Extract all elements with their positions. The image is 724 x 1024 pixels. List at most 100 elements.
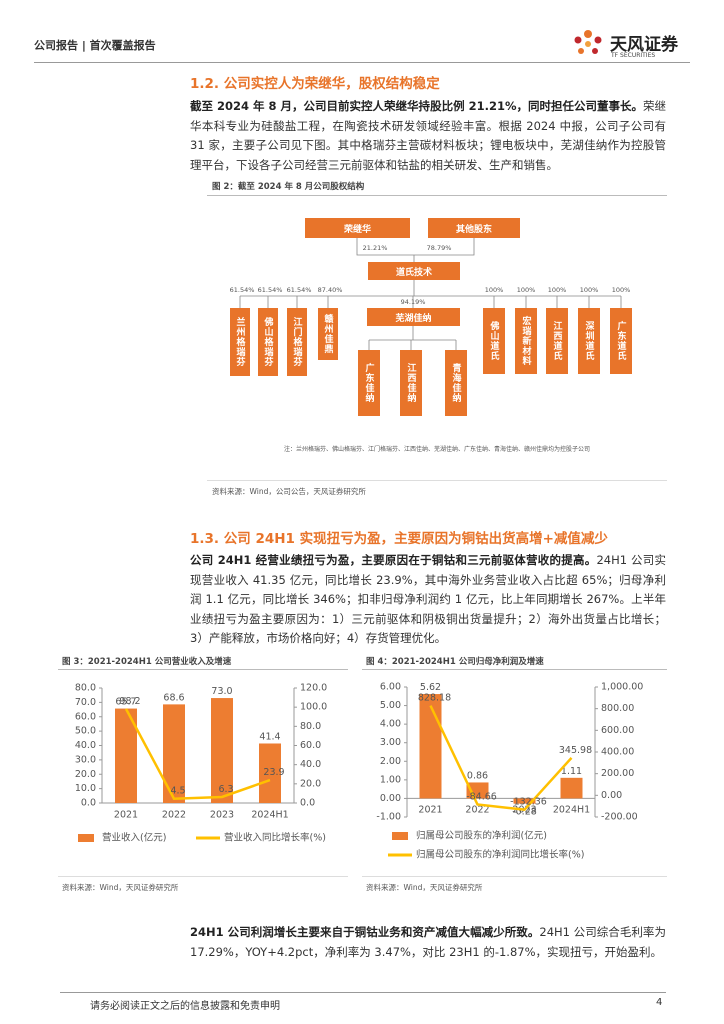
tick-label: 3.00	[380, 737, 401, 748]
shareholder-box: 其他股东	[428, 218, 520, 238]
bar	[115, 708, 137, 803]
bar-value-label: 41.4	[259, 731, 280, 742]
tick-label: 40.0	[75, 740, 96, 751]
footer-rule	[60, 992, 666, 993]
subsidiary-box: 深圳道氏	[578, 308, 600, 374]
tick-label: 80.0	[300, 721, 321, 732]
section-heading: 1.2. 公司实控人为荣继华，股权结构稳定	[190, 76, 440, 92]
tick-label: 100.0	[300, 702, 327, 713]
paragraph-text: 荣继华本科专业为硅酸盐工程，在陶瓷技术研发领域经验丰富。根据 2024 中报，公…	[190, 99, 667, 172]
section-heading: 1.3. 公司 24H1 实现扭亏为盈，主要原因为铜钴出货高增+减值减少	[190, 531, 608, 547]
source-rule	[207, 480, 667, 481]
legend-swatch	[78, 834, 94, 842]
tick-label: 1.00	[380, 774, 401, 785]
tick-label: 400.00	[601, 747, 634, 758]
paragraph-lead: 公司 24H1 经营业绩扭亏为盈，主要原因在于铜钴和三元前驱体营收的提高。	[190, 553, 597, 567]
line-value-label: 98.2	[119, 696, 140, 707]
line-value-label: 4.5	[170, 786, 185, 797]
paragraph: 24H1 公司利润增长主要来自于铜钴业务和资产减值大幅减少所致。24H1 公司综…	[190, 923, 666, 962]
bar-value-label: 68.6	[163, 692, 184, 703]
paragraph-lead: 24H1 公司利润增长主要来自于铜钴业务和资产减值大幅减少所致。	[190, 925, 540, 939]
tick-label: 0.0	[300, 798, 315, 809]
line	[429, 705, 573, 811]
shareholder-box: 荣继华	[305, 218, 410, 238]
tick-label: 0.00	[601, 790, 622, 801]
x-tick-label: 2024H1	[553, 805, 590, 816]
subsidiary-box: 广东佳纳	[358, 350, 380, 416]
line-value-label: 6.3	[218, 784, 233, 795]
subsidiary-box: 广东道氏	[610, 308, 632, 374]
holding-box: 芜湖佳纳	[367, 308, 460, 326]
paragraph-lead: 截至 2024 年 8 月，公司目前实控人荣继华持股比例 21.21%，同时担任…	[190, 99, 643, 113]
subsidiary-box: 江西道氏	[546, 308, 568, 374]
share-percent: 100%	[516, 286, 536, 294]
legend-label: 营业收入同比增长率(%)	[224, 832, 326, 844]
footer-disclaimer: 请务必阅读正文之后的信息披露和免责申明	[90, 1001, 280, 1012]
chart: -1.00 0.00 1.00 2.00 3.00 4.00 5.00 6.00 -200.00…	[376, 682, 643, 861]
legend-swatch	[392, 832, 408, 840]
tick-label: 600.00	[601, 725, 634, 736]
share-percent: 61.54%	[286, 286, 312, 294]
tick-label: 800.00	[601, 703, 634, 714]
share-percent: 21.21%	[362, 244, 388, 252]
figure-source: 资料来源：Wind，天风证券研究所	[366, 883, 483, 892]
org-lines	[239, 238, 622, 350]
subsidiary-box: 青海佳纳	[445, 350, 467, 416]
bar	[560, 777, 583, 799]
x-tick-label: 2023	[210, 810, 234, 821]
line-value-label: 345.98	[559, 745, 592, 756]
share-percent: 61.54%	[229, 286, 255, 294]
line	[124, 708, 271, 800]
subsidiary-box: 佛山格瑞芬	[258, 308, 278, 376]
line-value-label: 828.18	[418, 693, 451, 704]
share-percent: 87.40%	[317, 286, 343, 294]
line-value-label: 23.9	[263, 767, 284, 778]
tick-label: 5.00	[380, 700, 401, 711]
source-rule	[58, 876, 348, 877]
tick-label: 2.00	[380, 756, 401, 767]
tick-label: 60.0	[300, 740, 321, 751]
tick-label: 0.00	[380, 793, 401, 804]
figure-note: 注：兰州格瑞芬、佛山格瑞芬、江门格瑞芬、江西佳纳、芜湖佳纳、广东佳纳、青海佳纳、…	[283, 446, 591, 453]
x-tick-label: 2022	[162, 810, 186, 821]
share-percent: 100%	[547, 286, 567, 294]
subsidiary-box: 赣州佳鼎	[318, 308, 338, 360]
subsidiary-box: 佛山道氏	[483, 308, 505, 374]
subsidiary-box: 宏瑞新材料	[515, 308, 537, 374]
header-rule	[34, 62, 690, 63]
figure-source: 资料来源：Wind，公司公告，天风证券研究所	[212, 487, 366, 496]
bar-value-label: 73.0	[211, 686, 232, 697]
share-percent: 61.54%	[257, 286, 283, 294]
tick-label: 30.0	[75, 754, 96, 765]
share-percent: 94.19%	[400, 298, 426, 306]
figure-caption: 图 4：2021-2024H1 公司归母净利润及增速	[366, 657, 544, 667]
x-tick-label: 2021	[418, 805, 442, 816]
tick-label: 10.0	[75, 783, 96, 794]
line-value-label: -84.66	[466, 792, 497, 803]
tick-label: 120.0	[300, 683, 327, 694]
tick-label: 40.0	[300, 759, 321, 770]
bar-value-label: -0.28	[512, 807, 537, 818]
share-percent: 100%	[484, 286, 504, 294]
org-chart: 荣继华 其他股东 21.21% 78.79% 道氏技术 兰州格瑞芬 61.54% 佛山格瑞芬 6…	[207, 200, 667, 470]
company-box: 道氏技术	[368, 262, 460, 280]
header-left: 公司报告 | 首次覆盖报告	[34, 39, 156, 52]
page-number: 4	[656, 997, 663, 1008]
share-percent: 100%	[579, 286, 599, 294]
paragraph: 公司 24H1 经营业绩扭亏为盈，主要原因在于铜钴和三元前驱体营收的提高。24H…	[190, 551, 666, 649]
paragraph: 截至 2024 年 8 月，公司目前实控人荣继华持股比例 21.21%，同时担任…	[190, 97, 666, 175]
bar-value-label: 5.62	[420, 682, 441, 693]
tick-label: 4.00	[380, 719, 401, 730]
bar	[513, 798, 536, 804]
x-tick-label: 2022	[465, 805, 489, 816]
tick-label: -200.00	[601, 812, 638, 823]
tick-label: 20.0	[300, 778, 321, 789]
tick-label: 60.0	[75, 711, 96, 722]
tick-label: 1,000.00	[601, 682, 643, 693]
x-tick-label: 2024H1	[251, 810, 288, 821]
paragraph-text: 24H1 公司综合毛利率为 17.29%，YOY+4.2pct，净利率为 3.4…	[190, 925, 666, 959]
tick-label: 70.0	[75, 697, 96, 708]
figure-source: 资料来源：Wind，天风证券研究所	[62, 883, 179, 892]
x-tick-label: 2021	[114, 810, 138, 821]
legend-label: 营业收入(亿元)	[102, 832, 166, 844]
